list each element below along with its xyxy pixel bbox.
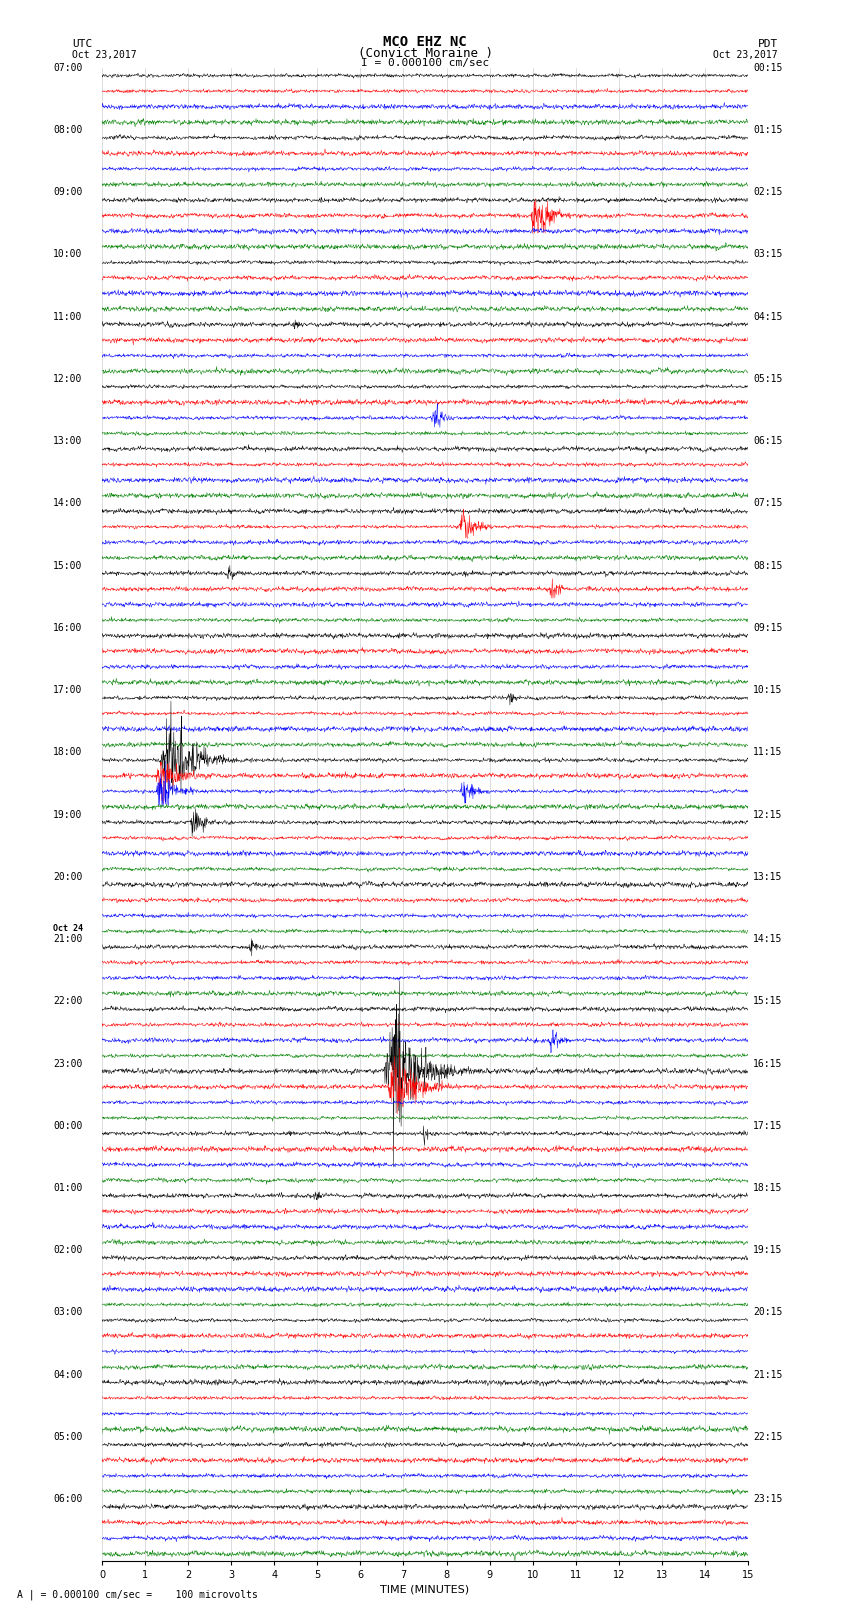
- Text: 07:00: 07:00: [54, 63, 82, 73]
- Text: 22:15: 22:15: [753, 1432, 783, 1442]
- Text: 14:15: 14:15: [753, 934, 783, 944]
- Text: I = 0.000100 cm/sec: I = 0.000100 cm/sec: [361, 58, 489, 68]
- Text: 13:15: 13:15: [753, 871, 783, 882]
- Text: 00:00: 00:00: [54, 1121, 82, 1131]
- Text: 20:15: 20:15: [753, 1308, 783, 1318]
- Text: 19:15: 19:15: [753, 1245, 783, 1255]
- Text: 20:00: 20:00: [54, 871, 82, 882]
- Text: 19:00: 19:00: [54, 810, 82, 819]
- Text: 04:00: 04:00: [54, 1369, 82, 1379]
- Text: 02:00: 02:00: [54, 1245, 82, 1255]
- Text: 08:15: 08:15: [753, 561, 783, 571]
- Text: 03:00: 03:00: [54, 1308, 82, 1318]
- Text: Oct 23,2017: Oct 23,2017: [713, 50, 778, 60]
- Text: 06:00: 06:00: [54, 1494, 82, 1505]
- Text: MCO EHZ NC: MCO EHZ NC: [383, 35, 467, 50]
- Text: 03:15: 03:15: [753, 250, 783, 260]
- Text: 00:15: 00:15: [753, 63, 783, 73]
- X-axis label: TIME (MINUTES): TIME (MINUTES): [381, 1584, 469, 1595]
- Text: Oct 24: Oct 24: [53, 924, 82, 932]
- Text: 11:00: 11:00: [54, 311, 82, 321]
- Text: 08:00: 08:00: [54, 124, 82, 135]
- Text: PDT: PDT: [757, 39, 778, 48]
- Text: UTC: UTC: [72, 39, 93, 48]
- Text: 10:15: 10:15: [753, 686, 783, 695]
- Text: (Convict Moraine ): (Convict Moraine ): [358, 47, 492, 60]
- Text: 16:15: 16:15: [753, 1058, 783, 1068]
- Text: 10:00: 10:00: [54, 250, 82, 260]
- Text: 09:00: 09:00: [54, 187, 82, 197]
- Text: 15:00: 15:00: [54, 561, 82, 571]
- Text: 15:15: 15:15: [753, 997, 783, 1007]
- Text: 13:00: 13:00: [54, 436, 82, 447]
- Text: 12:00: 12:00: [54, 374, 82, 384]
- Text: 23:00: 23:00: [54, 1058, 82, 1068]
- Text: 18:00: 18:00: [54, 747, 82, 758]
- Text: 23:15: 23:15: [753, 1494, 783, 1505]
- Text: 05:15: 05:15: [753, 374, 783, 384]
- Text: 21:00: 21:00: [54, 934, 82, 944]
- Text: A | = 0.000100 cm/sec =    100 microvolts: A | = 0.000100 cm/sec = 100 microvolts: [17, 1589, 258, 1600]
- Text: 01:00: 01:00: [54, 1182, 82, 1194]
- Text: 06:15: 06:15: [753, 436, 783, 447]
- Text: 05:00: 05:00: [54, 1432, 82, 1442]
- Text: 14:00: 14:00: [54, 498, 82, 508]
- Text: 21:15: 21:15: [753, 1369, 783, 1379]
- Text: 09:15: 09:15: [753, 623, 783, 632]
- Text: 01:15: 01:15: [753, 124, 783, 135]
- Text: 17:00: 17:00: [54, 686, 82, 695]
- Text: 12:15: 12:15: [753, 810, 783, 819]
- Text: 18:15: 18:15: [753, 1182, 783, 1194]
- Text: Oct 23,2017: Oct 23,2017: [72, 50, 137, 60]
- Text: 16:00: 16:00: [54, 623, 82, 632]
- Text: 11:15: 11:15: [753, 747, 783, 758]
- Text: 22:00: 22:00: [54, 997, 82, 1007]
- Text: 02:15: 02:15: [753, 187, 783, 197]
- Text: 07:15: 07:15: [753, 498, 783, 508]
- Text: 04:15: 04:15: [753, 311, 783, 321]
- Text: 17:15: 17:15: [753, 1121, 783, 1131]
